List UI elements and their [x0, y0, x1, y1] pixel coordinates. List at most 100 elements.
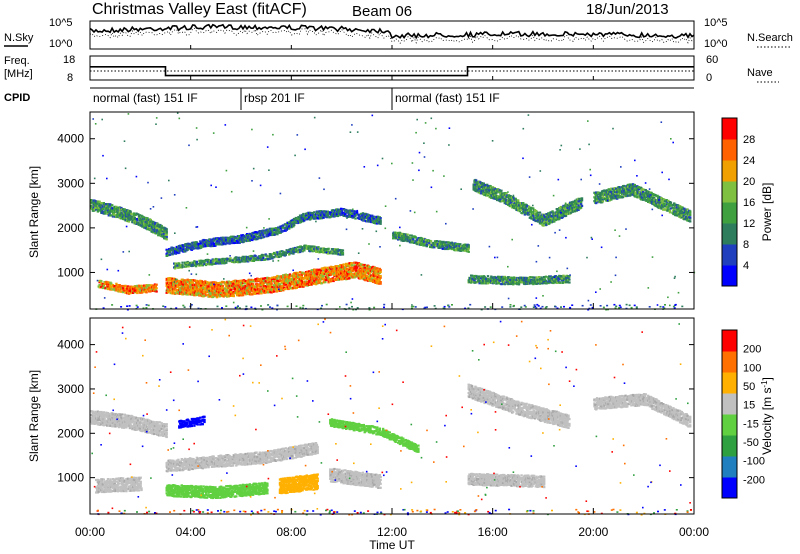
scatter-cell	[363, 266, 366, 269]
scatter-cell	[580, 197, 584, 200]
scatter-cell	[225, 259, 229, 262]
scatter-cell	[358, 275, 361, 278]
scatter-cell	[256, 290, 259, 293]
scatter-cell	[199, 292, 202, 295]
scatter-cell	[341, 249, 345, 252]
scatter-cell	[298, 285, 302, 288]
scatter-cell	[116, 211, 120, 214]
scatter-cell	[250, 257, 253, 260]
scatter-cell	[301, 271, 304, 274]
scatter-cell	[256, 285, 259, 288]
scatter-cell	[132, 221, 136, 224]
scatter-cell	[271, 278, 274, 281]
scatter-cell	[378, 278, 381, 281]
scatter-cell	[663, 202, 666, 205]
scatter-cell	[97, 206, 100, 209]
scatter-cell	[112, 212, 116, 215]
scatter-cell	[244, 293, 247, 296]
scatter-cell	[195, 279, 199, 282]
scatter-cell	[470, 281, 473, 284]
scatter-cell	[326, 213, 329, 216]
scatter-cell	[132, 212, 136, 215]
scatter-cell	[115, 289, 118, 292]
scatter-cell	[142, 216, 146, 219]
scatter-cell	[241, 287, 245, 290]
scatter-cell	[111, 204, 114, 207]
scatter-cell	[228, 242, 231, 245]
scatter-cell	[379, 281, 382, 284]
scatter-cell	[337, 276, 340, 279]
scatter-cell	[327, 247, 330, 250]
scatter-cell	[340, 213, 343, 216]
scatter-cell	[317, 217, 320, 220]
scatter-cell	[360, 212, 363, 215]
scatter-cell	[296, 221, 299, 225]
scatter-cell	[339, 267, 342, 270]
scatter-cell	[308, 279, 311, 282]
scatter-cell	[106, 207, 110, 210]
scatter-cell	[305, 278, 308, 281]
scatter-cell	[320, 282, 324, 285]
scatter-cell	[157, 223, 160, 226]
scatter-cell	[595, 202, 598, 205]
scatter-cell	[184, 263, 188, 266]
scatter-cell	[213, 239, 216, 242]
scatter-cell	[226, 236, 230, 240]
scatter-cell	[199, 264, 203, 267]
scatter-cell	[379, 222, 382, 225]
freq-tick-18: 18	[63, 54, 75, 66]
scatter-cell	[379, 270, 382, 274]
scatter-cell	[376, 215, 380, 218]
scatter-cell	[165, 291, 168, 294]
scatter-cell	[193, 294, 196, 297]
scatter-cell	[254, 288, 257, 291]
scatter-cell	[294, 274, 298, 277]
scatter-cell	[322, 269, 325, 272]
scatter-cell	[292, 222, 295, 225]
scatter-cell	[286, 226, 289, 229]
scatter-cell	[165, 233, 168, 236]
scatter-cell	[229, 257, 232, 260]
scatter-cell	[186, 293, 189, 296]
scatter-cell	[279, 279, 282, 282]
scatter-cell	[318, 210, 321, 213]
scatter-cell	[379, 219, 382, 222]
scatter-cell	[137, 221, 140, 224]
scatter-cell	[360, 272, 363, 275]
scatter-cell	[236, 237, 240, 240]
scatter-cell	[101, 282, 105, 286]
scatter-cell	[252, 280, 256, 283]
scatter-cell	[319, 278, 323, 281]
scatter-cell	[282, 229, 285, 232]
scatter-cell	[319, 269, 323, 272]
scatter-cell	[113, 285, 116, 288]
scatter-cell	[195, 286, 199, 289]
scatter-cell	[327, 281, 330, 284]
scatter-cell	[246, 289, 250, 292]
scatter-cell	[174, 262, 178, 265]
scatter-cell	[207, 285, 210, 288]
scatter-cell	[165, 238, 168, 241]
scatter-cell	[338, 214, 341, 217]
scatter-cell	[187, 265, 190, 268]
scatter-cell	[105, 203, 108, 206]
scatter-cell	[180, 280, 183, 284]
scatter-cell	[93, 208, 96, 211]
scatter-cell	[577, 202, 580, 205]
scatter-cell	[256, 292, 259, 295]
scatter-cell	[358, 213, 361, 216]
scatter-cell	[165, 231, 168, 234]
scatter-cell	[379, 217, 382, 220]
scatter-cell	[110, 285, 113, 288]
scatter-cell	[333, 274, 336, 277]
scatter-cell	[215, 285, 218, 288]
scatter-cell	[330, 278, 334, 281]
scatter-cell	[365, 217, 368, 220]
scatter-cell	[338, 210, 341, 213]
scatter-cell	[334, 269, 337, 272]
scatter-cell	[354, 217, 357, 220]
scatter-cell	[243, 282, 246, 285]
scatter-cell	[211, 240, 214, 243]
scatter-cell	[203, 282, 206, 286]
